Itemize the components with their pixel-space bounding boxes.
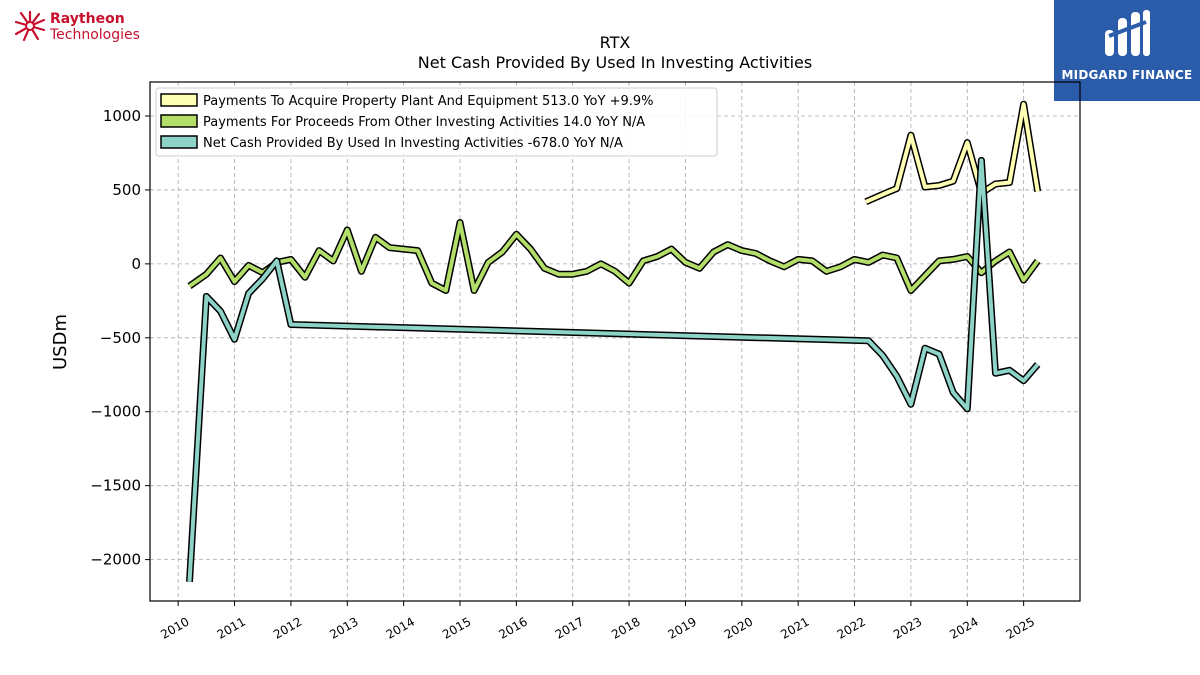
series-outline-net-investing [186,156,1041,583]
legend-swatch-capex [160,93,198,107]
x-tick-label: 2023 [891,614,924,641]
series-line-capex [864,102,1040,204]
y-tick-label: 0 [131,255,141,273]
y-tick-label: −2000 [90,551,141,569]
chart-subtitle: Net Cash Provided By Used In Investing A… [418,53,812,72]
legend-label-other-investing: Payments For Proceeds From Other Investi… [203,115,645,130]
x-tick-label: 2025 [1004,614,1037,641]
series-lines [186,100,1042,583]
x-tick-label: 2018 [609,614,642,641]
series-outline-capex [864,100,1042,206]
x-tick-label: 2020 [722,614,755,641]
gridlines [150,82,1080,601]
chart-title: RTX [600,33,631,52]
legend-swatch-net-investing [160,135,198,149]
plot-frame [149,81,1081,602]
legend-swatch-other-investing [160,114,198,128]
x-tick-label: 2021 [778,614,811,641]
y-tick-label: −1000 [90,403,141,421]
brand-name-line2: Technologies [50,27,140,43]
legend-label-capex: Payments To Acquire Property Plant And E… [203,94,654,109]
y-tick-label: 500 [112,181,141,199]
x-tick-label: 2016 [496,614,529,641]
y-tick-label: 1000 [103,107,141,125]
x-tick-label: 2011 [215,614,248,641]
y-tick-label: −1500 [90,477,141,495]
x-tick-label: 2019 [666,614,699,641]
y-tick-label: −500 [100,329,141,347]
x-tick-label: 2022 [835,614,868,641]
legend-box [155,87,718,157]
series-line-other-investing [188,220,1040,293]
x-tick-label: 2017 [553,614,586,641]
x-tick-label: 2024 [947,614,980,641]
publisher-name: MIDGARD FINANCE [1061,68,1193,82]
x-tick-label: 2014 [384,614,417,641]
y-axis-label: USDm [50,314,71,370]
raytheon-logo: Raytheon Technologies [14,10,154,46]
midgard-finance-logo: MIDGARD FINANCE [1054,0,1200,101]
legend-label-net-investing: Net Cash Provided By Used In Investing A… [203,136,623,151]
y-axis: 1000 500 0 −500 −1000 −1500 −2000 [90,107,150,569]
x-axis: 2010 2011 2012 2013 2014 2015 2016 2017 2018 2019… [158,601,1037,642]
brand-name-line1: Raytheon [50,11,125,27]
legend: Payments To Acquire Property Plant And E… [155,87,718,157]
raytheon-sunburst-icon [14,10,46,42]
x-tick-label: 2010 [158,614,191,641]
series-line-net-investing [187,158,1040,582]
x-tick-label: 2013 [327,614,360,641]
x-tick-label: 2015 [440,614,473,641]
midgard-emblem-icon [1105,10,1150,56]
x-tick-label: 2012 [271,614,304,641]
